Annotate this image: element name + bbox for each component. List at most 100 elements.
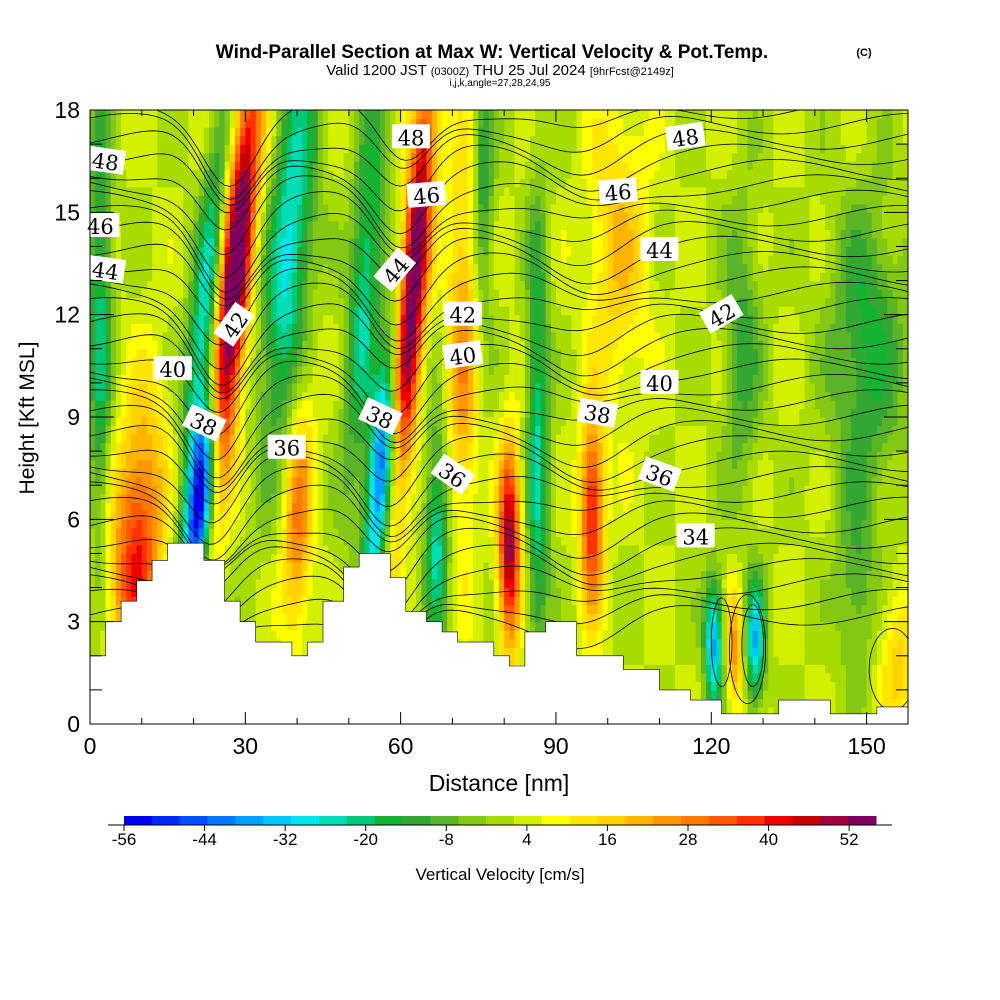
field-cell — [312, 579, 319, 589]
field-cell — [467, 536, 474, 546]
field-cell — [825, 476, 831, 486]
field-cell — [379, 459, 386, 469]
field-cell — [141, 527, 148, 537]
field-cell — [628, 476, 635, 486]
field-cell — [602, 519, 609, 529]
field-cell — [136, 476, 143, 486]
field-cell — [260, 613, 267, 623]
field-cell — [214, 468, 221, 478]
field-cell — [95, 510, 101, 520]
field-cell — [607, 638, 614, 648]
field-cell — [778, 459, 785, 469]
field-cell — [871, 536, 878, 546]
field-cell — [504, 493, 510, 503]
field-cell — [555, 553, 562, 563]
field-cell — [612, 579, 619, 589]
field-cell — [255, 553, 262, 563]
field-cell — [659, 638, 666, 648]
field-cell — [876, 510, 883, 520]
field-cell — [478, 459, 485, 469]
field-cell — [126, 510, 133, 520]
field-cell — [856, 536, 863, 546]
field-cell — [141, 485, 148, 495]
field-cell — [830, 485, 837, 495]
field-cell — [297, 536, 303, 546]
field-cell — [426, 544, 433, 555]
field-cell — [229, 493, 236, 503]
field-cell — [442, 493, 448, 503]
field-cell — [773, 485, 780, 495]
field-cell — [612, 519, 619, 529]
field-cell — [856, 655, 863, 665]
field-cell — [493, 510, 500, 520]
field-cell — [545, 570, 552, 580]
field-cell — [757, 485, 764, 495]
field-cell — [328, 459, 334, 469]
field-cell — [359, 519, 365, 529]
field-cell — [731, 476, 738, 486]
field-cell — [390, 561, 397, 572]
field-cell — [359, 476, 365, 486]
field-cell — [328, 561, 334, 572]
field-cell — [778, 502, 785, 512]
field-cell — [431, 519, 438, 529]
field-cell — [814, 579, 821, 589]
field-cell — [115, 502, 122, 512]
field-cell — [302, 476, 309, 486]
field-cell — [612, 544, 619, 555]
field-cell — [892, 596, 899, 606]
field-cell — [535, 570, 542, 580]
field-cell — [887, 485, 894, 495]
field-cell — [447, 519, 454, 529]
field-cell — [623, 553, 630, 563]
field-cell — [623, 604, 630, 614]
field-cell — [711, 587, 718, 597]
field-cell — [291, 579, 298, 589]
field-cell — [421, 519, 428, 529]
field-cell — [783, 476, 790, 486]
field-cell — [700, 553, 707, 563]
field-cell — [778, 664, 785, 674]
field-cell — [390, 451, 397, 461]
field-cell — [809, 502, 816, 512]
field-cell — [675, 672, 681, 682]
field-cell — [659, 630, 666, 640]
field-cell — [473, 561, 479, 572]
field-cell — [742, 579, 749, 589]
field-cell — [618, 613, 624, 623]
field-cell — [545, 544, 552, 555]
field-cell — [861, 544, 868, 555]
field-cell — [768, 638, 774, 648]
field-cell — [478, 536, 485, 546]
field-cell — [856, 672, 863, 682]
field-cell — [814, 604, 821, 614]
field-cell — [131, 570, 138, 580]
field-cell — [845, 459, 852, 469]
field-cell — [566, 527, 573, 537]
field-cell — [348, 459, 355, 469]
field-cell — [819, 630, 826, 640]
field-cell — [882, 630, 888, 640]
field-cell — [493, 476, 500, 486]
field-cell — [721, 579, 728, 589]
field-cell — [607, 519, 614, 529]
field-cell — [488, 544, 495, 555]
field-cell — [602, 553, 609, 563]
field-cell — [706, 561, 712, 572]
field-cell — [887, 519, 894, 529]
field-cell — [809, 561, 816, 572]
field-cell — [260, 519, 267, 529]
field-cell — [519, 468, 526, 478]
field-cell — [105, 544, 112, 555]
field-cell — [628, 613, 635, 623]
field-cell — [379, 502, 386, 512]
field-cell — [488, 468, 495, 478]
field-cell — [467, 502, 474, 512]
field-cell — [659, 655, 666, 665]
field-cell — [100, 468, 107, 478]
field-cell — [374, 485, 381, 495]
field-cell — [172, 510, 179, 520]
field-cell — [726, 604, 733, 614]
field-cell — [255, 459, 262, 469]
field-cell — [690, 613, 697, 623]
